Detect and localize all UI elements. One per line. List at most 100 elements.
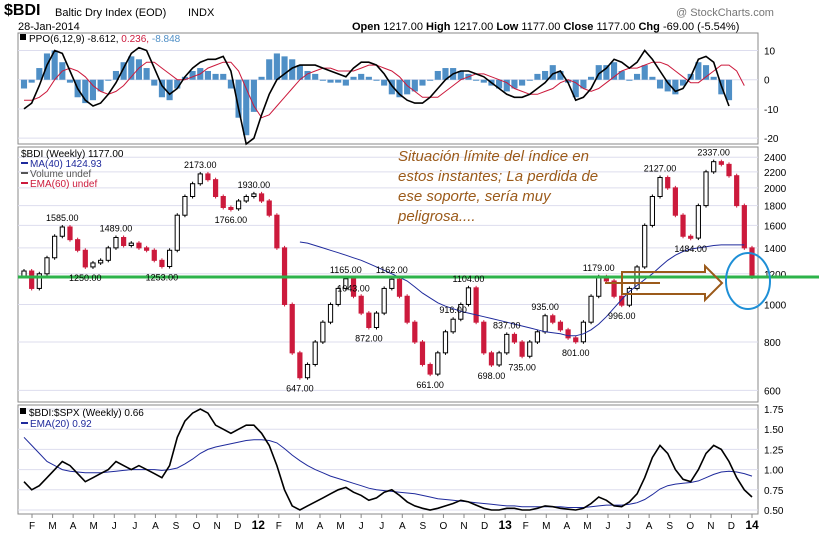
- ppo-signal-line: [24, 61, 745, 119]
- price-tick-label: 1400: [764, 244, 787, 255]
- price-candle: [258, 193, 265, 202]
- ppo-histogram-bar: [289, 59, 296, 80]
- ppo-histogram-bar: [204, 70, 211, 80]
- price-candle: [82, 249, 88, 268]
- x-tick-label: 14: [745, 518, 759, 532]
- ppo-histogram-bar: [243, 79, 250, 136]
- ppo-histogram-bar: [365, 76, 372, 80]
- price-candle: [626, 287, 632, 306]
- ppo-tick-label: -10: [764, 105, 779, 116]
- price-candle: [396, 278, 403, 297]
- price-value-label: 1766.00: [215, 215, 248, 225]
- ppo-histogram-bar: [388, 79, 395, 95]
- close-label: Close: [563, 21, 594, 33]
- ppo-histogram-bar: [66, 79, 74, 83]
- x-tick-label: S: [173, 521, 180, 532]
- ppo-histogram-bar: [250, 79, 257, 112]
- annotation-text: ese soporte, sería muy: [398, 188, 552, 205]
- ma40-line: [299, 241, 745, 337]
- x-tick-label: S: [666, 521, 673, 532]
- price-candle: [695, 205, 701, 239]
- price-value-label: 872.00: [355, 334, 383, 344]
- price-candle: [542, 315, 548, 333]
- ppo-histogram-bar: [679, 79, 687, 86]
- ppo-histogram-bar: [212, 73, 219, 80]
- ppo-histogram-bar: [304, 70, 311, 80]
- ppo-histogram-bar: [82, 79, 89, 104]
- price-legend-entry: MA(40) 1424.93: [30, 159, 102, 170]
- price-value-label: 661.00: [416, 380, 444, 390]
- x-tick-label: J: [359, 521, 364, 532]
- close-value: 1177.00: [596, 21, 636, 33]
- price-candle: [465, 287, 472, 305]
- price-candle: [59, 226, 65, 237]
- x-tick-label: M: [583, 521, 591, 532]
- x-tick-label: M: [90, 521, 98, 532]
- price-candle: [151, 249, 157, 261]
- price-candle: [580, 321, 587, 343]
- ppo-tick-label: 0: [764, 76, 770, 87]
- price-value-label: 2173.00: [184, 160, 217, 170]
- price-candle: [680, 214, 686, 237]
- price-value-label: 1179.00: [583, 263, 615, 273]
- price-candle: [166, 249, 173, 268]
- price-candle: [304, 363, 311, 379]
- price-candle: [703, 171, 709, 207]
- price-candle: [435, 352, 441, 375]
- ppo-histogram-bar: [664, 79, 671, 92]
- ppo-histogram-bar: [511, 79, 518, 89]
- price-candle: [573, 337, 579, 343]
- price-legend-title: $BDI (Weekly) 1177.00: [21, 149, 124, 160]
- x-tick-label: F: [276, 521, 282, 532]
- price-legend-entry: EMA(60) undef: [30, 179, 97, 190]
- x-tick-label: M: [542, 521, 550, 532]
- ppo-histogram-bar: [649, 76, 656, 80]
- ppo-histogram-bar: [373, 79, 380, 81]
- price-candle: [90, 262, 96, 268]
- x-tick-label: J: [132, 521, 137, 532]
- ppo-histogram-bar: [519, 79, 526, 86]
- low-value: 1177.00: [521, 21, 561, 33]
- price-candle: [312, 341, 318, 365]
- price-candle: [741, 205, 747, 249]
- ppo-histogram-bar: [588, 76, 595, 80]
- price-candle: [44, 257, 50, 275]
- price-tick-label: 1200: [764, 270, 787, 281]
- annotation-text: peligrosa....: [397, 208, 476, 225]
- price-candle: [412, 321, 418, 343]
- chg-value: -69.00 (-5.54%): [662, 21, 740, 33]
- ppo-histogram-bar: [189, 70, 196, 80]
- price-value-label: 935.00: [531, 302, 559, 312]
- price-tick-label: 1000: [764, 300, 787, 311]
- price-candle: [519, 341, 525, 357]
- x-tick-label: J: [379, 521, 384, 532]
- price-value-label: 801.00: [562, 348, 590, 358]
- x-tick-label: A: [646, 521, 653, 532]
- ppo-histogram-bar: [135, 59, 143, 80]
- price-candle: [189, 183, 196, 197]
- ratio-legend-entry: EMA(20) 0.92: [30, 419, 92, 430]
- price-candle: [289, 303, 295, 354]
- chg-label: Chg: [638, 21, 660, 33]
- price-value-label: 2337.00: [697, 148, 730, 158]
- price-tick-label: 600: [764, 386, 781, 397]
- ppo-histogram-bar: [557, 70, 564, 80]
- price-candle: [205, 173, 211, 181]
- x-tick-label: D: [234, 521, 241, 532]
- price-value-label: 837.00: [493, 320, 521, 330]
- ppo-histogram-bar: [51, 50, 58, 80]
- price-candle: [481, 321, 487, 354]
- quote-date: 28-Jan-2014: [18, 21, 80, 33]
- price-candle: [642, 224, 648, 268]
- ppo-legend-value: -8.612,: [87, 34, 121, 45]
- open-value: 1217.00: [383, 21, 423, 33]
- ppo-histogram-bar: [572, 79, 579, 98]
- ppo-histogram-bar: [358, 73, 365, 80]
- x-tick-label: J: [112, 521, 117, 532]
- price-candle: [373, 312, 380, 329]
- price-candle: [596, 276, 602, 297]
- ppo-histogram-bar: [174, 79, 181, 89]
- x-tick-label: D: [728, 521, 735, 532]
- ppo-histogram-bar: [702, 65, 710, 80]
